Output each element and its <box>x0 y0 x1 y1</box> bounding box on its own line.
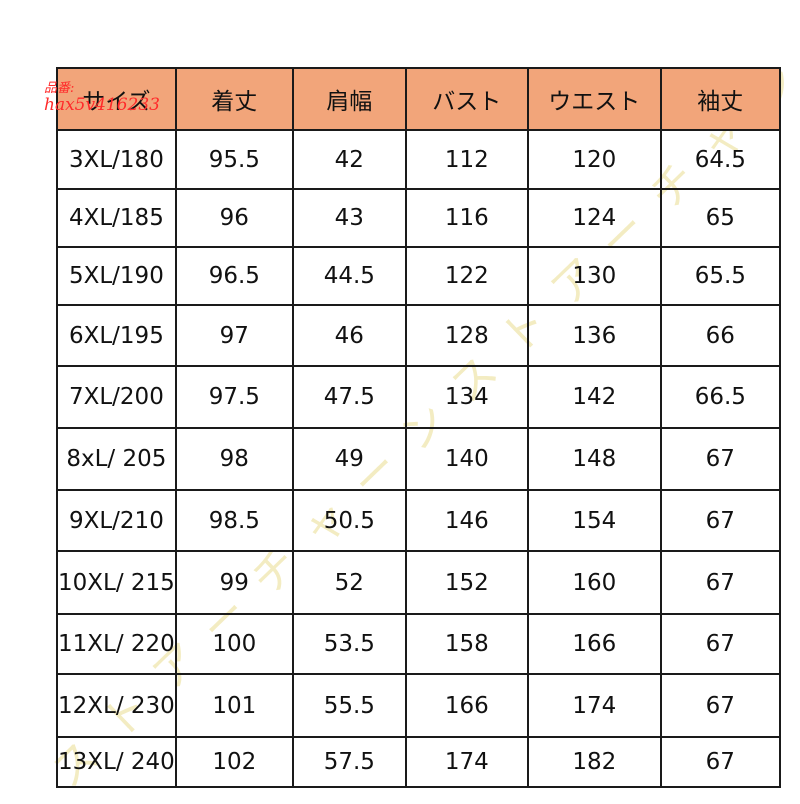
header-row: サイズ 着丈 肩幅 バスト ウエスト 袖丈 <box>56 67 781 131</box>
product-code-value: hax5v416233 <box>44 95 160 115</box>
cell-sleeve: 65 <box>659 188 781 248</box>
table-row: 7XL/200 97.5 47.5 134 142 66.5 <box>56 365 781 429</box>
cell-shoulder: 42 <box>291 129 407 190</box>
cell-bust: 140 <box>404 427 529 491</box>
cell-size: 3XL/180 <box>56 129 177 190</box>
header-length: 着丈 <box>174 67 294 131</box>
cell-bust: 166 <box>404 673 529 738</box>
cell-shoulder: 53.5 <box>291 613 407 675</box>
cell-length: 101 <box>174 673 294 738</box>
cell-length: 99 <box>174 550 294 615</box>
table-row: 5XL/190 96.5 44.5 122 130 65.5 <box>56 246 781 306</box>
cell-length: 102 <box>174 736 294 788</box>
cell-size: 13XL/ 240 <box>56 736 177 788</box>
cell-waist: 120 <box>526 129 662 190</box>
table-row: 12XL/ 230 101 55.5 166 174 67 <box>56 673 781 738</box>
cell-length: 97 <box>174 304 294 367</box>
cell-sleeve: 67 <box>659 489 781 552</box>
cell-size: 8xL/ 205 <box>56 427 177 491</box>
header-shoulder: 肩幅 <box>291 67 407 131</box>
cell-shoulder: 57.5 <box>291 736 407 788</box>
cell-shoulder: 52 <box>291 550 407 615</box>
cell-sleeve: 67 <box>659 673 781 738</box>
cell-length: 100 <box>174 613 294 675</box>
cell-shoulder: 50.5 <box>291 489 407 552</box>
cell-waist: 166 <box>526 613 662 675</box>
cell-bust: 128 <box>404 304 529 367</box>
cell-size: 4XL/185 <box>56 188 177 248</box>
cell-size: 12XL/ 230 <box>56 673 177 738</box>
cell-waist: 124 <box>526 188 662 248</box>
cell-sleeve: 66 <box>659 304 781 367</box>
cell-size: 7XL/200 <box>56 365 177 429</box>
cell-size: 5XL/190 <box>56 246 177 306</box>
product-code-label: 品番: <box>44 81 75 96</box>
header-sleeve: 袖丈 <box>659 67 781 131</box>
cell-shoulder: 49 <box>291 427 407 491</box>
cell-waist: 174 <box>526 673 662 738</box>
size-chart-table: サイズ 着丈 肩幅 バスト ウエスト 袖丈 3XL/180 95.5 42 112 12… <box>56 67 781 788</box>
cell-bust: 122 <box>404 246 529 306</box>
table-row: 4XL/185 96 43 116 124 65 <box>56 188 781 248</box>
cell-bust: 158 <box>404 613 529 675</box>
cell-length: 96.5 <box>174 246 294 306</box>
cell-bust: 152 <box>404 550 529 615</box>
cell-size: 6XL/195 <box>56 304 177 367</box>
cell-length: 98 <box>174 427 294 491</box>
cell-bust: 174 <box>404 736 529 788</box>
product-code-watermark: 品番: hax5v416233 <box>44 80 160 114</box>
cell-shoulder: 46 <box>291 304 407 367</box>
cell-waist: 182 <box>526 736 662 788</box>
cell-sleeve: 67 <box>659 736 781 788</box>
cell-size: 11XL/ 220 <box>56 613 177 675</box>
cell-size: 9XL/210 <box>56 489 177 552</box>
cell-waist: 160 <box>526 550 662 615</box>
cell-sleeve: 67 <box>659 613 781 675</box>
table-row: 10XL/ 215 99 52 152 160 67 <box>56 550 781 615</box>
cell-shoulder: 47.5 <box>291 365 407 429</box>
cell-sleeve: 64.5 <box>659 129 781 190</box>
header-bust: バスト <box>404 67 529 131</box>
cell-size: 10XL/ 215 <box>56 550 177 615</box>
header-size: サイズ <box>56 67 177 131</box>
cell-waist: 154 <box>526 489 662 552</box>
table-row: 3XL/180 95.5 42 112 120 64.5 <box>56 129 781 190</box>
table-row: 9XL/210 98.5 50.5 146 154 67 <box>56 489 781 552</box>
cell-bust: 116 <box>404 188 529 248</box>
cell-length: 98.5 <box>174 489 294 552</box>
cell-bust: 134 <box>404 365 529 429</box>
cell-waist: 142 <box>526 365 662 429</box>
cell-waist: 136 <box>526 304 662 367</box>
cell-sleeve: 65.5 <box>659 246 781 306</box>
cell-length: 97.5 <box>174 365 294 429</box>
table-row: 13XL/ 240 102 57.5 174 182 67 <box>56 736 781 788</box>
table-row: 6XL/195 97 46 128 136 66 <box>56 304 781 367</box>
table-row: 8xL/ 205 98 49 140 148 67 <box>56 427 781 491</box>
cell-length: 96 <box>174 188 294 248</box>
cell-waist: 130 <box>526 246 662 306</box>
header-waist: ウエスト <box>526 67 662 131</box>
cell-sleeve: 67 <box>659 427 781 491</box>
cell-length: 95.5 <box>174 129 294 190</box>
cell-shoulder: 55.5 <box>291 673 407 738</box>
table-row: 11XL/ 220 100 53.5 158 166 67 <box>56 613 781 675</box>
cell-shoulder: 43 <box>291 188 407 248</box>
cell-sleeve: 67 <box>659 550 781 615</box>
cell-sleeve: 66.5 <box>659 365 781 429</box>
cell-bust: 146 <box>404 489 529 552</box>
cell-bust: 112 <box>404 129 529 190</box>
cell-waist: 148 <box>526 427 662 491</box>
cell-shoulder: 44.5 <box>291 246 407 306</box>
